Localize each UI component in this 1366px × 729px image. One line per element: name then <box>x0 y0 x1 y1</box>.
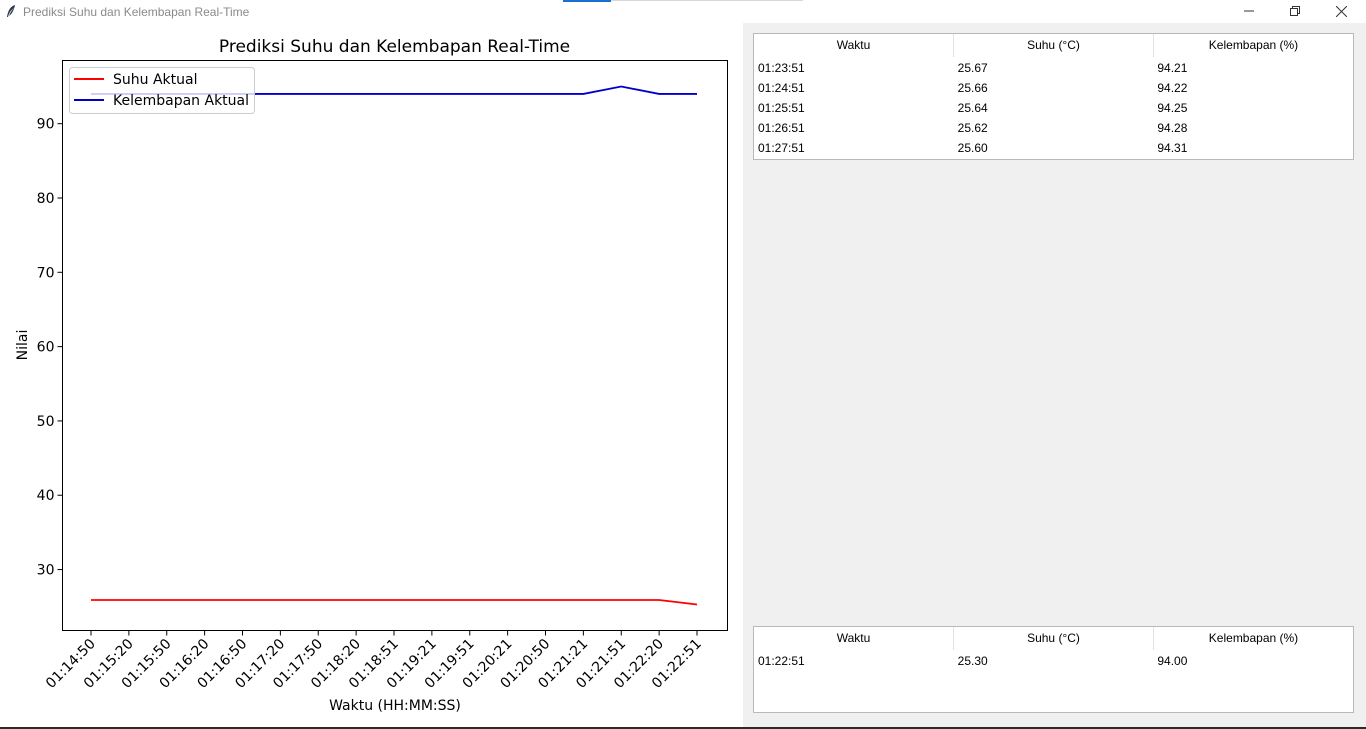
y-tick-label: 30 <box>37 563 55 579</box>
legend-label-kelembapan: Kelembapan Aktual <box>113 93 249 109</box>
cell-kelembapan: 94.28 <box>1157 121 1188 135</box>
chart-title: Prediksi Suhu dan Kelembapan Real-Time <box>219 37 570 57</box>
restore-button[interactable] <box>1272 0 1318 22</box>
restore-icon <box>1290 6 1300 16</box>
cell-kelembapan: 94.22 <box>1157 81 1188 95</box>
close-icon <box>1335 5 1347 17</box>
y-tick-label: 70 <box>37 265 55 281</box>
prediction-table: Waktu Suhu (°C) Kelembapan (%) 01:23:51 2… <box>753 33 1354 160</box>
y-axis-label: Nilai <box>15 330 31 361</box>
cell-waktu: 01:27:51 <box>758 141 805 155</box>
cell-kelembapan: 94.21 <box>1157 61 1188 75</box>
cell-suhu: 25.66 <box>957 81 988 95</box>
minimize-button[interactable] <box>1226 0 1272 22</box>
cell-kelembapan: 94.00 <box>1157 654 1188 668</box>
table-row[interactable]: 01:23:51 25.67 94.21 <box>754 58 1353 78</box>
column-header-kelembapan[interactable]: Kelembapan (%) <box>1208 38 1299 52</box>
table-header: Waktu Suhu (°C) Kelembapan (%) <box>754 34 1353 58</box>
y-tick-label: 80 <box>37 191 55 207</box>
column-header-kelembapan[interactable]: Kelembapan (%) <box>1208 631 1299 645</box>
legend-label-suhu: Suhu Aktual <box>113 72 197 88</box>
cell-suhu: 25.64 <box>957 101 988 115</box>
y-tick-label: 50 <box>37 414 55 430</box>
line-chart: Prediksi Suhu dan Kelembapan Real-Time 3… <box>15 37 728 714</box>
cell-suhu: 25.60 <box>957 141 988 155</box>
cell-waktu: 01:22:51 <box>758 654 805 668</box>
x-axis-label: Waktu (HH:MM:SS) <box>329 698 461 714</box>
cell-suhu: 25.67 <box>957 61 988 75</box>
cell-waktu: 01:23:51 <box>758 61 805 75</box>
window-title: Prediksi Suhu dan Kelembapan Real-Time <box>23 5 250 19</box>
cell-waktu: 01:26:51 <box>758 121 805 135</box>
close-button[interactable] <box>1318 0 1364 22</box>
y-tick-label: 60 <box>37 340 55 356</box>
table-header: Waktu Suhu (°C) Kelembapan (%) <box>754 627 1353 651</box>
plot-area <box>62 60 728 631</box>
column-header-suhu[interactable]: Suhu (°C) <box>954 34 1154 57</box>
cell-suhu: 25.30 <box>957 654 988 668</box>
bottom-border <box>0 727 1366 729</box>
table-row[interactable]: 01:25:51 25.64 94.25 <box>754 98 1353 118</box>
taskbar-accent-line <box>611 0 803 1</box>
actual-table: Waktu Suhu (°C) Kelembapan (%) 01:22:51 2… <box>753 626 1354 713</box>
cell-waktu: 01:25:51 <box>758 101 805 115</box>
cell-kelembapan: 94.31 <box>1157 141 1188 155</box>
table-row[interactable]: 01:26:51 25.62 94.28 <box>754 118 1353 138</box>
table-row[interactable]: 01:24:51 25.66 94.22 <box>754 78 1353 98</box>
column-header-waktu[interactable]: Waktu <box>754 627 954 650</box>
series-line-suhu <box>91 599 698 606</box>
minimize-icon <box>1244 10 1254 12</box>
y-tick-label: 40 <box>37 488 55 504</box>
column-header-waktu[interactable]: Waktu <box>754 34 954 57</box>
taskbar-accent <box>563 0 611 2</box>
table-row[interactable]: 01:22:51 25.30 94.00 <box>754 651 1353 671</box>
column-header-suhu[interactable]: Suhu (°C) <box>954 627 1154 650</box>
right-panel: Waktu Suhu (°C) Kelembapan (%) 01:23:51 2… <box>743 23 1366 728</box>
cell-waktu: 01:24:51 <box>758 81 805 95</box>
cell-kelembapan: 94.25 <box>1157 101 1188 115</box>
chart-panel: Prediksi Suhu dan Kelembapan Real-Time 3… <box>0 23 743 729</box>
table-row[interactable]: 01:27:51 25.60 94.31 <box>754 138 1353 158</box>
cell-suhu: 25.62 <box>957 121 988 135</box>
legend: Suhu Aktual Kelembapan Aktual <box>69 67 255 114</box>
feather-icon <box>7 5 15 17</box>
y-tick-label: 90 <box>37 117 55 133</box>
title-bar[interactable]: Prediksi Suhu dan Kelembapan Real-Time <box>0 0 1366 23</box>
